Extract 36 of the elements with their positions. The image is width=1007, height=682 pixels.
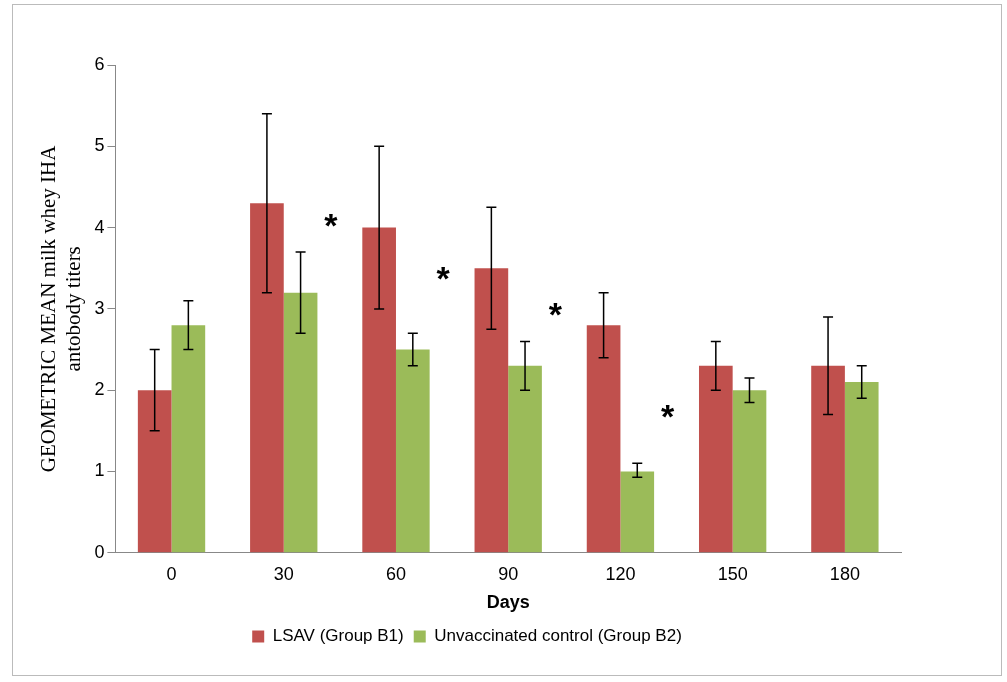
y-tick-label: 4 [94, 216, 105, 237]
y-axis-title: GEOMETRIC MEAN milk whey IHA antobody titers [36, 144, 86, 473]
bar [395, 349, 430, 553]
bar [283, 292, 318, 553]
bar [250, 203, 284, 553]
bar [137, 390, 172, 553]
bar [474, 268, 509, 553]
legend-label: LSAV (Group B1) [272, 626, 404, 646]
bar [171, 325, 206, 553]
y-tick-label: 1 [94, 460, 105, 481]
bar [586, 325, 621, 553]
x-tick-label: 150 [717, 563, 748, 584]
y-tick-label: 0 [94, 541, 105, 562]
y-tick-label: 5 [94, 135, 105, 156]
annotation: * [660, 396, 675, 435]
x-tick-label: 90 [498, 563, 519, 584]
legend-label: Unvaccinated control (Group B2) [434, 626, 682, 646]
y-tick-label: 3 [94, 297, 105, 318]
y-tick-label: 2 [94, 379, 105, 400]
bar [362, 227, 396, 553]
bar [508, 365, 542, 553]
bar [620, 471, 655, 553]
bar [844, 382, 879, 553]
annotation: * [436, 258, 451, 297]
bar [698, 365, 733, 553]
bar [811, 365, 845, 553]
x-axis-title: Days [486, 592, 530, 613]
x-tick-label: 0 [166, 563, 177, 584]
x-tick-label: 60 [385, 563, 406, 584]
x-tick-label: 120 [605, 563, 636, 584]
x-tick-label: 30 [273, 563, 294, 584]
bar [732, 390, 767, 553]
x-tick-label: 180 [829, 563, 860, 584]
annotation: * [548, 295, 563, 334]
y-tick-label: 6 [94, 53, 105, 74]
annotation: * [324, 205, 339, 244]
